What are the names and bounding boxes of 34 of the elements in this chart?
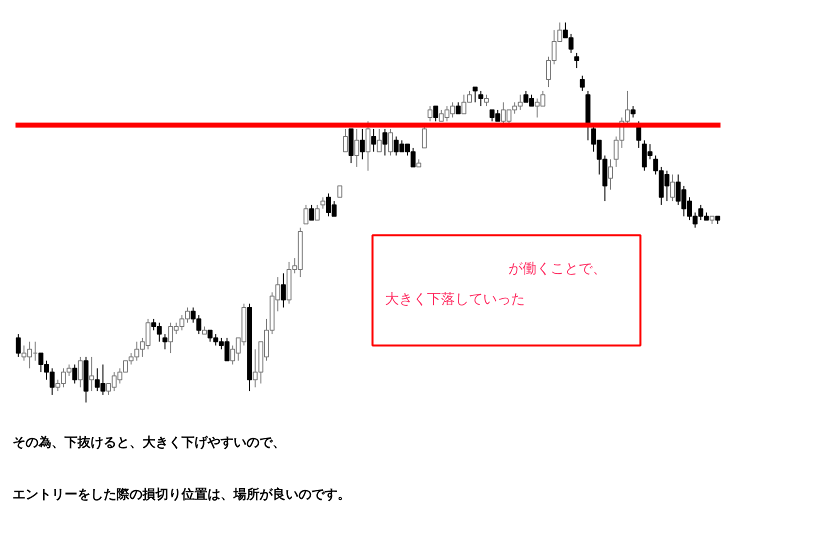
text: エントリーをした際の損切り位置は、場所が良いのです。 <box>12 486 350 502</box>
candlestick <box>303 204 308 224</box>
candlestick <box>472 86 478 103</box>
candlestick <box>366 120 370 172</box>
candlestick <box>320 196 326 210</box>
annotation: が働くことで、 <box>508 261 606 278</box>
candlestick <box>354 128 360 168</box>
candlestick <box>608 158 613 190</box>
candlestick <box>428 106 433 122</box>
candlestick <box>314 204 320 221</box>
candlestick <box>670 174 676 202</box>
candlestick <box>280 272 286 308</box>
candlestick <box>376 128 382 152</box>
candlestick <box>580 75 585 92</box>
candlestick <box>360 128 365 160</box>
candlestick <box>382 128 388 156</box>
candlestick <box>574 52 580 69</box>
annotation: 大きく下落していった <box>384 292 525 308</box>
candlestick <box>337 185 342 198</box>
candlestick <box>478 90 484 107</box>
candlestick <box>388 128 394 156</box>
candlestick <box>433 106 438 122</box>
candlestick <box>309 204 314 221</box>
text: その為、下抜けると、大きく下げやすいので、 <box>12 436 286 450</box>
candlestick <box>371 128 376 152</box>
candlestick <box>89 356 94 392</box>
candlestick <box>16 334 21 358</box>
candlestick <box>72 364 78 384</box>
candlestick <box>456 102 461 114</box>
candlestick <box>484 94 489 107</box>
candlestick <box>630 106 636 118</box>
candlestick <box>162 334 168 350</box>
candlestick <box>342 128 348 152</box>
candlestick <box>78 356 83 388</box>
